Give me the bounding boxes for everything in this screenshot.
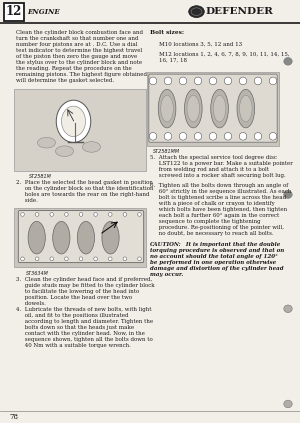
Ellipse shape bbox=[254, 132, 262, 140]
Ellipse shape bbox=[21, 257, 24, 261]
Ellipse shape bbox=[35, 257, 39, 261]
Text: M10 locations 3, 5, 12 and 13: M10 locations 3, 5, 12 and 13 bbox=[159, 42, 242, 47]
Ellipse shape bbox=[239, 132, 247, 140]
Text: CAUTION:: CAUTION: bbox=[150, 242, 182, 247]
Ellipse shape bbox=[211, 89, 228, 128]
Ellipse shape bbox=[179, 77, 187, 85]
Ellipse shape bbox=[194, 132, 202, 140]
Ellipse shape bbox=[109, 212, 112, 216]
Text: It is important that the double: It is important that the double bbox=[184, 242, 281, 247]
Ellipse shape bbox=[149, 77, 157, 85]
Text: Bolt sizes:: Bolt sizes: bbox=[150, 30, 184, 36]
Text: M12 locations 1, 2, 4, 6, 7, 8, 9, 10, 11, 14, 15,
16, 17, 18: M12 locations 1, 2, 4, 6, 7, 8, 9, 10, 1… bbox=[159, 52, 290, 63]
Text: torquing procedure is observed and that on
no account should the total angle of : torquing procedure is observed and that … bbox=[150, 248, 284, 277]
Ellipse shape bbox=[269, 77, 277, 85]
FancyBboxPatch shape bbox=[4, 3, 24, 21]
Text: 12: 12 bbox=[6, 5, 22, 18]
Ellipse shape bbox=[284, 58, 292, 65]
Ellipse shape bbox=[213, 95, 226, 122]
Ellipse shape bbox=[209, 132, 217, 140]
Ellipse shape bbox=[35, 212, 39, 216]
Ellipse shape bbox=[56, 100, 91, 143]
Ellipse shape bbox=[79, 212, 83, 216]
Ellipse shape bbox=[50, 212, 53, 216]
FancyBboxPatch shape bbox=[149, 74, 277, 142]
Bar bbox=[14, 208, 146, 267]
Ellipse shape bbox=[149, 132, 157, 140]
Ellipse shape bbox=[123, 212, 127, 216]
Text: ENGINE: ENGINE bbox=[28, 8, 60, 16]
Ellipse shape bbox=[28, 221, 45, 254]
Text: Clean the cylinder block combustion face and
turn the crankshaft so that number : Clean the cylinder block combustion face… bbox=[16, 30, 148, 83]
Ellipse shape bbox=[38, 137, 56, 148]
Ellipse shape bbox=[53, 221, 70, 254]
Ellipse shape bbox=[109, 257, 112, 261]
Ellipse shape bbox=[64, 212, 68, 216]
Text: DEFENDER: DEFENDER bbox=[206, 7, 273, 16]
Text: 78: 78 bbox=[9, 413, 18, 421]
Ellipse shape bbox=[269, 132, 277, 140]
Text: ST2581MM: ST2581MM bbox=[153, 149, 180, 154]
Text: 2.  Place the selected the head gasket in position
     on the cylinder block so: 2. Place the selected the head gasket in… bbox=[16, 180, 154, 203]
Ellipse shape bbox=[284, 191, 292, 198]
Ellipse shape bbox=[239, 77, 247, 85]
Ellipse shape bbox=[179, 132, 187, 140]
Text: ST2581M: ST2581M bbox=[28, 174, 51, 179]
FancyBboxPatch shape bbox=[18, 211, 144, 263]
Ellipse shape bbox=[123, 257, 127, 261]
Ellipse shape bbox=[64, 257, 68, 261]
Ellipse shape bbox=[189, 5, 204, 18]
Ellipse shape bbox=[224, 132, 232, 140]
Ellipse shape bbox=[194, 77, 202, 85]
Ellipse shape bbox=[239, 95, 252, 122]
Ellipse shape bbox=[254, 77, 262, 85]
Ellipse shape bbox=[164, 77, 172, 85]
Ellipse shape bbox=[138, 257, 141, 261]
Ellipse shape bbox=[94, 212, 98, 216]
Ellipse shape bbox=[187, 95, 200, 122]
Ellipse shape bbox=[79, 257, 83, 261]
Ellipse shape bbox=[158, 89, 176, 128]
Bar bbox=[14, 88, 146, 171]
Ellipse shape bbox=[56, 146, 74, 157]
Ellipse shape bbox=[138, 212, 141, 216]
Ellipse shape bbox=[94, 257, 98, 261]
Ellipse shape bbox=[102, 221, 119, 254]
Ellipse shape bbox=[284, 400, 292, 408]
Bar bbox=[147, 71, 279, 146]
Text: 6.  Tighten all the bolts down through an angle of
     60° strictly in the sequ: 6. Tighten all the bolts down through an… bbox=[150, 183, 291, 236]
Ellipse shape bbox=[284, 305, 292, 313]
Text: 3.  Clean the cylinder head face and if preferred,
     guide studs may be fitte: 3. Clean the cylinder head face and if p… bbox=[16, 277, 155, 348]
Ellipse shape bbox=[224, 77, 232, 85]
Ellipse shape bbox=[161, 95, 173, 122]
Ellipse shape bbox=[50, 257, 53, 261]
Text: 5.  Attach the special service tool degree disc
     LST122 to a power bar. Make: 5. Attach the special service tool degre… bbox=[150, 155, 293, 178]
Text: ST3634M: ST3634M bbox=[26, 271, 48, 276]
Ellipse shape bbox=[82, 142, 100, 152]
Ellipse shape bbox=[77, 221, 94, 254]
Ellipse shape bbox=[164, 132, 172, 140]
Ellipse shape bbox=[61, 106, 85, 137]
Ellipse shape bbox=[209, 77, 217, 85]
Ellipse shape bbox=[237, 89, 255, 128]
Ellipse shape bbox=[21, 212, 24, 216]
Ellipse shape bbox=[184, 89, 202, 128]
